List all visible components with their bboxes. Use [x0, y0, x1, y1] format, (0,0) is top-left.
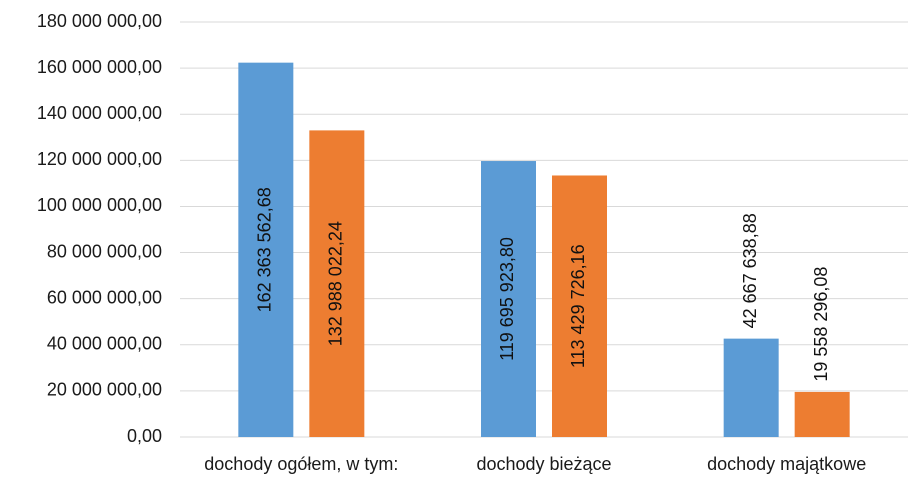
y-tick-label: 160 000 000,00: [37, 57, 162, 77]
bar: [723, 338, 779, 437]
y-tick-label: 180 000 000,00: [37, 11, 162, 31]
x-tick-label: dochody bieżące: [476, 454, 611, 474]
data-label: 42 667 638,88: [740, 213, 760, 328]
data-label: 113 429 726,16: [568, 244, 588, 368]
bars: [238, 62, 850, 438]
bar: [309, 130, 365, 437]
y-tick-label: 20 000 000,00: [47, 380, 162, 400]
y-tick-label: 80 000 000,00: [47, 241, 162, 261]
y-tick-label: 40 000 000,00: [47, 334, 162, 354]
data-labels: 162 363 562,68 132 988 022,24 119 695 923,…: [255, 187, 831, 381]
y-axis: 0,00 20 000 000,00 40 000 000,00 60 000 000…: [37, 11, 162, 446]
x-axis: dochody ogółem, w tym: dochody bieżące doc…: [204, 454, 866, 474]
bar: [238, 62, 294, 438]
y-tick-label: 140 000 000,00: [37, 103, 162, 123]
bar: [794, 391, 850, 437]
gridlines: [180, 21, 908, 438]
data-label: 132 988 022,24: [326, 221, 346, 346]
y-tick-label: 100 000 000,00: [37, 195, 162, 215]
y-tick-label: 120 000 000,00: [37, 149, 162, 169]
x-tick-label: dochody ogółem, w tym:: [204, 454, 398, 474]
data-label: 119 695 923,80: [497, 237, 517, 361]
data-label: 162 363 562,68: [255, 187, 275, 312]
data-label: 19 558 296,08: [811, 267, 831, 382]
x-tick-label: dochody majątkowe: [707, 454, 866, 474]
bar: [552, 175, 607, 438]
y-tick-label: 0,00: [127, 426, 162, 446]
y-tick-label: 60 000 000,00: [47, 287, 162, 307]
bar: [481, 161, 536, 437]
